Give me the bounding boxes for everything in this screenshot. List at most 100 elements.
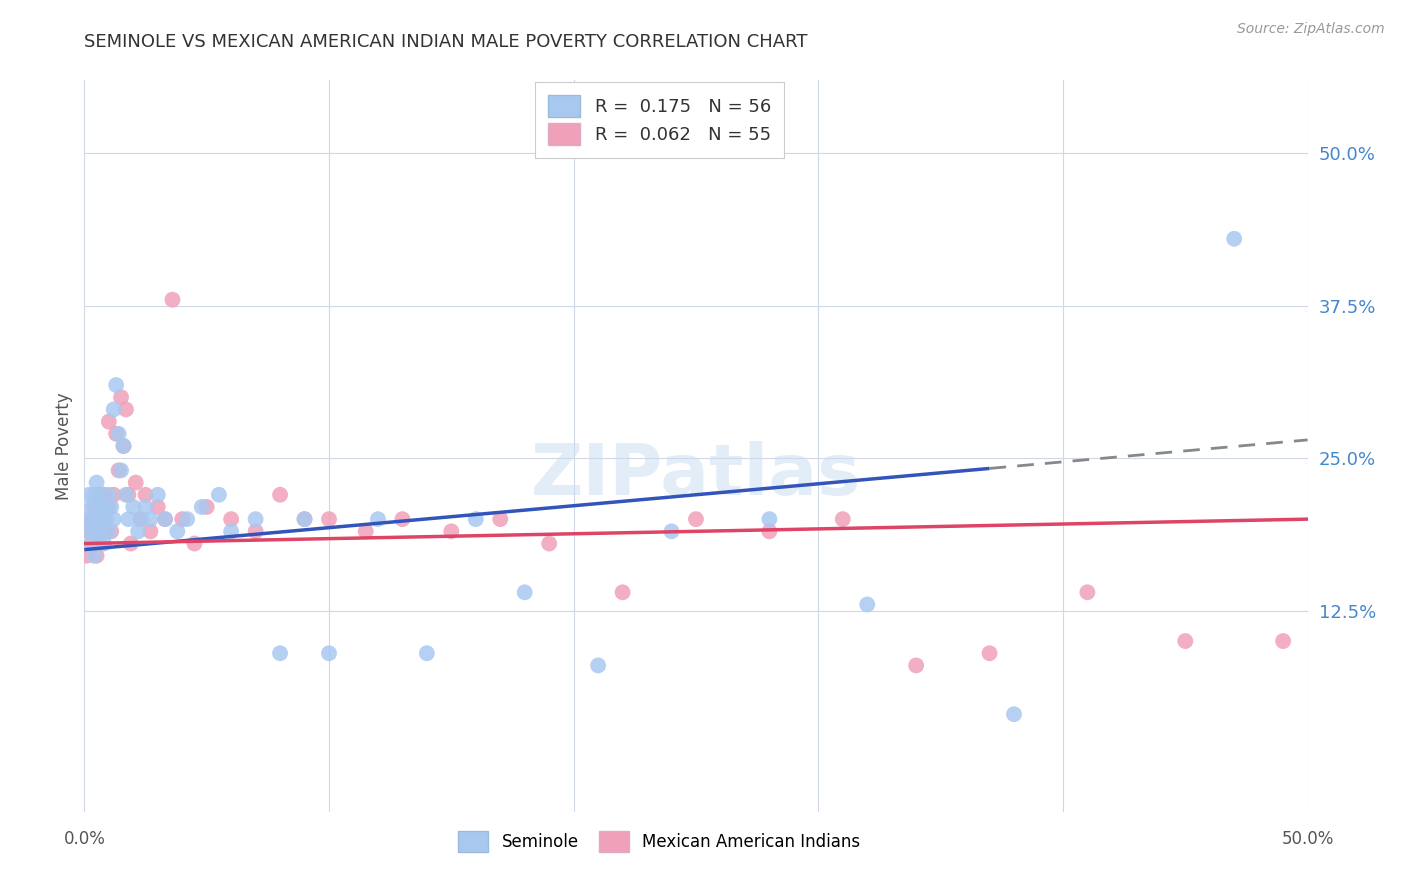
Point <box>125 475 148 490</box>
Point <box>489 512 512 526</box>
Point <box>139 512 162 526</box>
Text: 50.0%: 50.0% <box>1281 830 1334 848</box>
Point <box>208 488 231 502</box>
Point <box>612 585 634 599</box>
Text: ZIPatlas: ZIPatlas <box>531 441 860 509</box>
Point <box>269 488 291 502</box>
Point <box>122 500 145 514</box>
Point <box>1174 634 1197 648</box>
Point <box>97 524 120 539</box>
Point <box>367 512 389 526</box>
Point <box>103 512 125 526</box>
Point <box>1223 232 1246 246</box>
Point <box>135 500 157 514</box>
Point <box>117 488 139 502</box>
Point <box>87 512 110 526</box>
Point <box>90 524 112 539</box>
Point <box>93 536 115 550</box>
Point <box>80 536 103 550</box>
Point <box>661 524 683 539</box>
Point <box>115 402 138 417</box>
Point <box>758 524 780 539</box>
Point <box>86 524 108 539</box>
Point <box>83 524 105 539</box>
Point <box>86 512 108 526</box>
Point <box>90 524 112 539</box>
Point <box>86 500 108 514</box>
Y-axis label: Male Poverty: Male Poverty <box>55 392 73 500</box>
Text: 0.0%: 0.0% <box>63 830 105 848</box>
Point <box>391 512 413 526</box>
Point <box>93 488 115 502</box>
Point <box>586 658 609 673</box>
Point <box>112 439 135 453</box>
Point <box>80 500 103 514</box>
Point <box>76 549 98 563</box>
Point <box>172 512 194 526</box>
Point <box>86 475 108 490</box>
Point <box>100 500 122 514</box>
Point <box>87 488 110 502</box>
Point <box>77 524 100 539</box>
Point <box>513 585 536 599</box>
Point <box>103 402 125 417</box>
Point <box>538 536 561 550</box>
Point <box>1272 634 1295 648</box>
Point <box>1076 585 1098 599</box>
Point <box>129 512 152 526</box>
Point <box>90 500 112 514</box>
Point <box>219 524 242 539</box>
Point <box>294 512 316 526</box>
Point <box>96 512 118 526</box>
Point <box>979 646 1001 660</box>
Point <box>269 646 291 660</box>
Point <box>120 536 142 550</box>
Point <box>80 512 103 526</box>
Point <box>153 512 176 526</box>
Text: SEMINOLE VS MEXICAN AMERICAN INDIAN MALE POVERTY CORRELATION CHART: SEMINOLE VS MEXICAN AMERICAN INDIAN MALE… <box>84 33 808 51</box>
Point <box>83 512 105 526</box>
Point <box>219 512 242 526</box>
Point <box>76 512 98 526</box>
Point <box>90 500 112 514</box>
Point <box>354 524 377 539</box>
Point <box>183 536 205 550</box>
Point <box>87 488 110 502</box>
Point <box>318 646 340 660</box>
Point <box>905 658 928 673</box>
Point <box>176 512 198 526</box>
Point <box>110 463 132 477</box>
Point <box>97 415 120 429</box>
Point <box>129 512 152 526</box>
Point <box>166 524 188 539</box>
Point <box>146 488 169 502</box>
Point <box>245 524 267 539</box>
Point <box>83 488 105 502</box>
Point <box>135 488 157 502</box>
Point <box>77 524 100 539</box>
Point <box>80 536 103 550</box>
Point <box>93 512 115 526</box>
Point <box>77 488 100 502</box>
Point <box>83 549 105 563</box>
Point <box>115 488 138 502</box>
Point <box>100 524 122 539</box>
Legend: Seminole, Mexican American Indians: Seminole, Mexican American Indians <box>451 824 868 858</box>
Point <box>685 512 707 526</box>
Point <box>93 512 115 526</box>
Point <box>96 500 118 514</box>
Point <box>191 500 214 514</box>
Point <box>245 512 267 526</box>
Point <box>97 488 120 502</box>
Point <box>103 488 125 502</box>
Point <box>146 500 169 514</box>
Point <box>86 549 108 563</box>
Point <box>107 426 129 441</box>
Point <box>294 512 316 526</box>
Point <box>416 646 439 660</box>
Point <box>87 536 110 550</box>
Point <box>831 512 853 526</box>
Point <box>162 293 184 307</box>
Point <box>153 512 176 526</box>
Point <box>464 512 486 526</box>
